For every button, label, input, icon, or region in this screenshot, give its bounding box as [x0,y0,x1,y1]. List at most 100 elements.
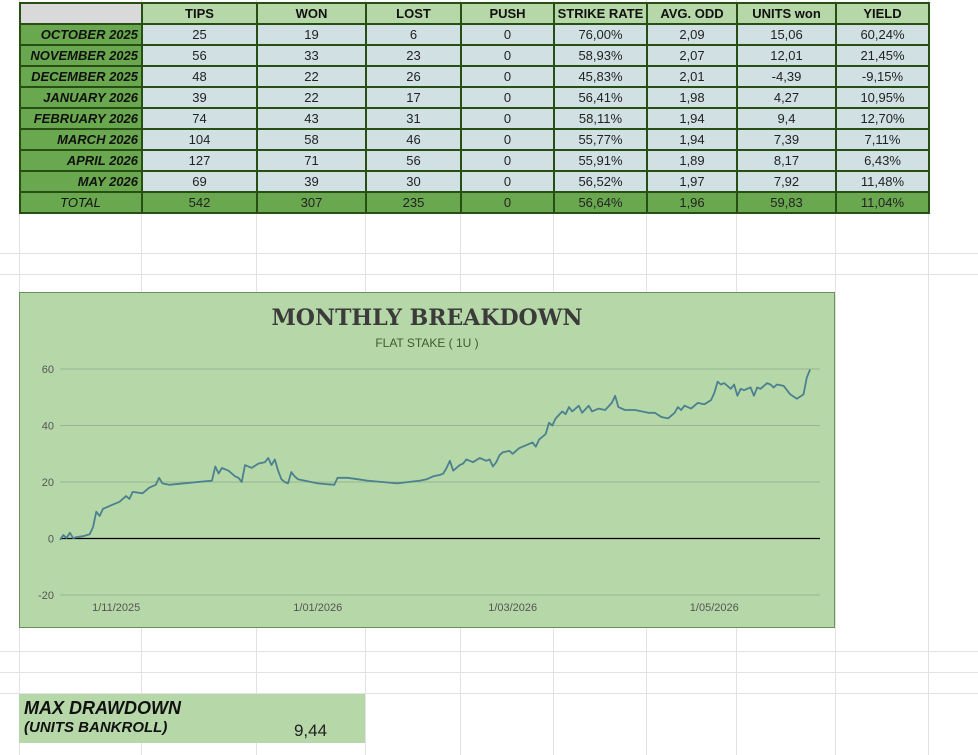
units-won-cell[interactable]: 59,83 [736,191,837,214]
yield-cell[interactable]: 10,95% [835,86,930,109]
y-tick-label: 40 [42,421,54,433]
push-cell[interactable]: 0 [460,86,555,109]
strike-rate-cell[interactable]: 56,41% [553,86,648,109]
yield-cell[interactable]: -9,15% [835,65,930,88]
lost-cell[interactable]: 46 [365,128,462,151]
max-drawdown-value[interactable]: 9,44 [256,694,365,743]
month-label-cell[interactable]: MAY 2026 [19,170,143,193]
month-label-cell[interactable]: FEBRUARY 2026 [19,107,143,130]
month-label-cell[interactable]: TOTAL [19,191,143,214]
won-cell[interactable]: 33 [256,44,367,67]
won-cell[interactable]: 58 [256,128,367,151]
header-tips[interactable]: TIPS [141,2,258,25]
units-won-cell[interactable]: -4,39 [736,65,837,88]
push-cell[interactable]: 0 [460,128,555,151]
units-won-cell[interactable]: 12,01 [736,44,837,67]
lost-cell[interactable]: 17 [365,86,462,109]
yield-cell[interactable]: 6,43% [835,149,930,172]
strike-rate-cell[interactable]: 76,00% [553,23,648,46]
won-cell[interactable]: 19 [256,23,367,46]
yield-cell[interactable]: 21,45% [835,44,930,67]
chart-subtitle: FLAT STAKE ( 1U ) [375,336,479,350]
push-cell[interactable]: 0 [460,107,555,130]
strike-rate-cell[interactable]: 58,93% [553,44,648,67]
month-label-cell[interactable]: DECEMBER 2025 [19,65,143,88]
tips-cell[interactable]: 74 [141,107,258,130]
strike-rate-cell[interactable]: 45,83% [553,65,648,88]
yield-cell[interactable]: 12,70% [835,107,930,130]
avg-odd-cell[interactable]: 1,97 [646,170,738,193]
table-row: MARCH 2026 104 58 46 0 55,77% 1,94 7,39 7,11% [19,128,930,151]
units-won-cell[interactable]: 8,17 [736,149,837,172]
header-yield[interactable]: YIELD [835,2,930,25]
units-won-cell[interactable]: 7,92 [736,170,837,193]
avg-odd-cell[interactable]: 1,96 [646,191,738,214]
yield-cell[interactable]: 11,04% [835,191,930,214]
lost-cell[interactable]: 23 [365,44,462,67]
units-won-cell[interactable]: 7,39 [736,128,837,151]
table-header-row: TIPS WON LOST PUSH STRIKE RATE AVG. ODD … [19,2,930,25]
won-cell[interactable]: 22 [256,86,367,109]
lost-cell[interactable]: 31 [365,107,462,130]
max-drawdown-label-cell[interactable]: MAX DRAWDOWN (UNITS BANKROLL) [19,694,256,743]
monthly-breakdown-chart[interactable]: MONTHLY BREAKDOWN FLAT STAKE ( 1U ) -20 0… [19,292,835,628]
won-cell[interactable]: 22 [256,65,367,88]
avg-odd-cell[interactable]: 1,94 [646,128,738,151]
yield-cell[interactable]: 7,11% [835,128,930,151]
avg-odd-cell[interactable]: 1,94 [646,107,738,130]
month-label-cell[interactable]: MARCH 2026 [19,128,143,151]
push-cell[interactable]: 0 [460,149,555,172]
strike-rate-cell[interactable]: 55,91% [553,149,648,172]
strike-rate-cell[interactable]: 55,77% [553,128,648,151]
avg-odd-cell[interactable]: 1,89 [646,149,738,172]
tips-cell[interactable]: 48 [141,65,258,88]
strike-rate-cell[interactable]: 58,11% [553,107,648,130]
won-cell[interactable]: 71 [256,149,367,172]
avg-odd-cell[interactable]: 1,98 [646,86,738,109]
lost-cell[interactable]: 56 [365,149,462,172]
lost-cell[interactable]: 30 [365,170,462,193]
push-cell[interactable]: 0 [460,44,555,67]
tips-cell[interactable]: 542 [141,191,258,214]
header-won[interactable]: WON [256,2,367,25]
month-label-cell[interactable]: JANUARY 2026 [19,86,143,109]
won-cell[interactable]: 307 [256,191,367,214]
lost-cell[interactable]: 235 [365,191,462,214]
tips-cell[interactable]: 104 [141,128,258,151]
month-label-cell[interactable]: OCTOBER 2025 [19,23,143,46]
avg-odd-cell[interactable]: 2,01 [646,65,738,88]
push-cell[interactable]: 0 [460,191,555,214]
units-won-cell[interactable]: 15,06 [736,23,837,46]
header-corner-cell[interactable] [19,2,143,25]
yield-cell[interactable]: 60,24% [835,23,930,46]
tips-cell[interactable]: 56 [141,44,258,67]
x-tick-label: 1/05/2026 [690,602,739,614]
header-units-won[interactable]: UNITS won [736,2,837,25]
strike-rate-cell[interactable]: 56,64% [553,191,648,214]
header-strike-rate[interactable]: STRIKE RATE [553,2,648,25]
lost-cell[interactable]: 6 [365,23,462,46]
tips-cell[interactable]: 127 [141,149,258,172]
push-cell[interactable]: 0 [460,170,555,193]
lost-cell[interactable]: 26 [365,65,462,88]
header-avg-odd[interactable]: AVG. ODD [646,2,738,25]
tips-cell[interactable]: 25 [141,23,258,46]
tips-cell[interactable]: 69 [141,170,258,193]
chart-title: MONTHLY BREAKDOWN [271,305,583,331]
push-cell[interactable]: 0 [460,23,555,46]
yield-cell[interactable]: 11,48% [835,170,930,193]
header-push[interactable]: PUSH [460,2,555,25]
month-label-cell[interactable]: NOVEMBER 2025 [19,44,143,67]
header-lost[interactable]: LOST [365,2,462,25]
units-won-cell[interactable]: 4,27 [736,86,837,109]
push-cell[interactable]: 0 [460,65,555,88]
strike-rate-cell[interactable]: 56,52% [553,170,648,193]
table-row: OCTOBER 2025 25 19 6 0 76,00% 2,09 15,06 60,24% [19,23,930,46]
won-cell[interactable]: 39 [256,170,367,193]
won-cell[interactable]: 43 [256,107,367,130]
units-won-cell[interactable]: 9,4 [736,107,837,130]
avg-odd-cell[interactable]: 2,07 [646,44,738,67]
month-label-cell[interactable]: APRIL 2026 [19,149,143,172]
avg-odd-cell[interactable]: 2,09 [646,23,738,46]
tips-cell[interactable]: 39 [141,86,258,109]
